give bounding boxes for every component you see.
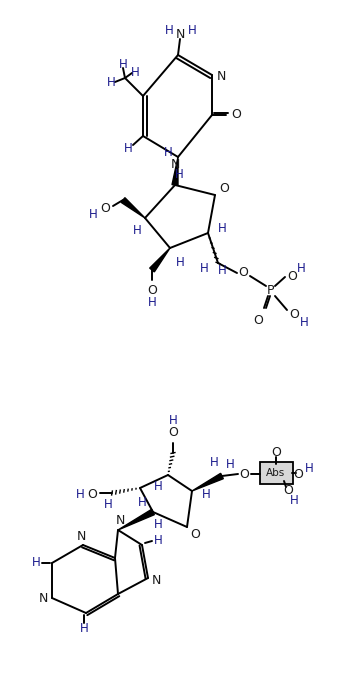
FancyBboxPatch shape: [260, 462, 293, 484]
Text: H: H: [176, 256, 184, 268]
Text: H: H: [148, 296, 156, 308]
Text: H: H: [104, 498, 112, 511]
Text: H: H: [218, 222, 226, 235]
Polygon shape: [172, 157, 178, 185]
Text: O: O: [231, 108, 241, 121]
Text: H: H: [175, 167, 183, 180]
Text: O: O: [293, 468, 303, 481]
Text: O: O: [253, 315, 263, 327]
Text: H: H: [124, 142, 132, 155]
Text: H: H: [297, 262, 305, 275]
Text: O: O: [100, 201, 110, 214]
Text: N: N: [76, 530, 86, 542]
Text: H: H: [154, 481, 162, 494]
Text: H: H: [169, 414, 177, 428]
Text: H: H: [290, 494, 298, 508]
Text: N: N: [216, 71, 226, 83]
Polygon shape: [192, 473, 223, 491]
Text: O: O: [168, 426, 178, 439]
Text: O: O: [239, 468, 249, 481]
Text: N: N: [115, 515, 125, 527]
Text: H: H: [107, 75, 116, 89]
Polygon shape: [121, 198, 145, 218]
Text: H: H: [131, 66, 139, 79]
Text: H: H: [300, 317, 308, 330]
Text: O: O: [190, 527, 200, 540]
Text: O: O: [87, 487, 97, 500]
Polygon shape: [118, 509, 154, 530]
Text: O: O: [219, 182, 229, 195]
Text: H: H: [138, 496, 146, 508]
Text: H: H: [210, 456, 218, 468]
Text: H: H: [218, 264, 226, 277]
Text: H: H: [202, 489, 210, 502]
Text: H: H: [119, 58, 127, 71]
Text: Abs: Abs: [266, 468, 286, 478]
Text: H: H: [89, 209, 97, 222]
Text: O: O: [283, 485, 293, 498]
Text: O: O: [289, 308, 299, 321]
Text: P: P: [267, 285, 275, 298]
Text: H: H: [199, 262, 208, 275]
Text: N: N: [151, 574, 161, 586]
Text: N: N: [38, 593, 48, 605]
Text: O: O: [238, 266, 248, 279]
Text: H: H: [80, 622, 88, 635]
Text: H: H: [76, 489, 84, 502]
Text: O: O: [147, 283, 157, 296]
Polygon shape: [150, 248, 170, 272]
Text: H: H: [304, 462, 313, 475]
Text: N: N: [175, 28, 185, 41]
Text: H: H: [226, 458, 234, 471]
Text: N: N: [170, 159, 180, 172]
Text: H: H: [188, 24, 196, 37]
Text: O: O: [271, 447, 281, 460]
Text: O: O: [287, 269, 297, 283]
Text: H: H: [133, 224, 141, 237]
Text: H: H: [164, 146, 172, 159]
Text: H: H: [154, 534, 162, 546]
Text: H: H: [32, 557, 40, 570]
Text: H: H: [164, 24, 173, 37]
Text: H: H: [154, 517, 162, 530]
